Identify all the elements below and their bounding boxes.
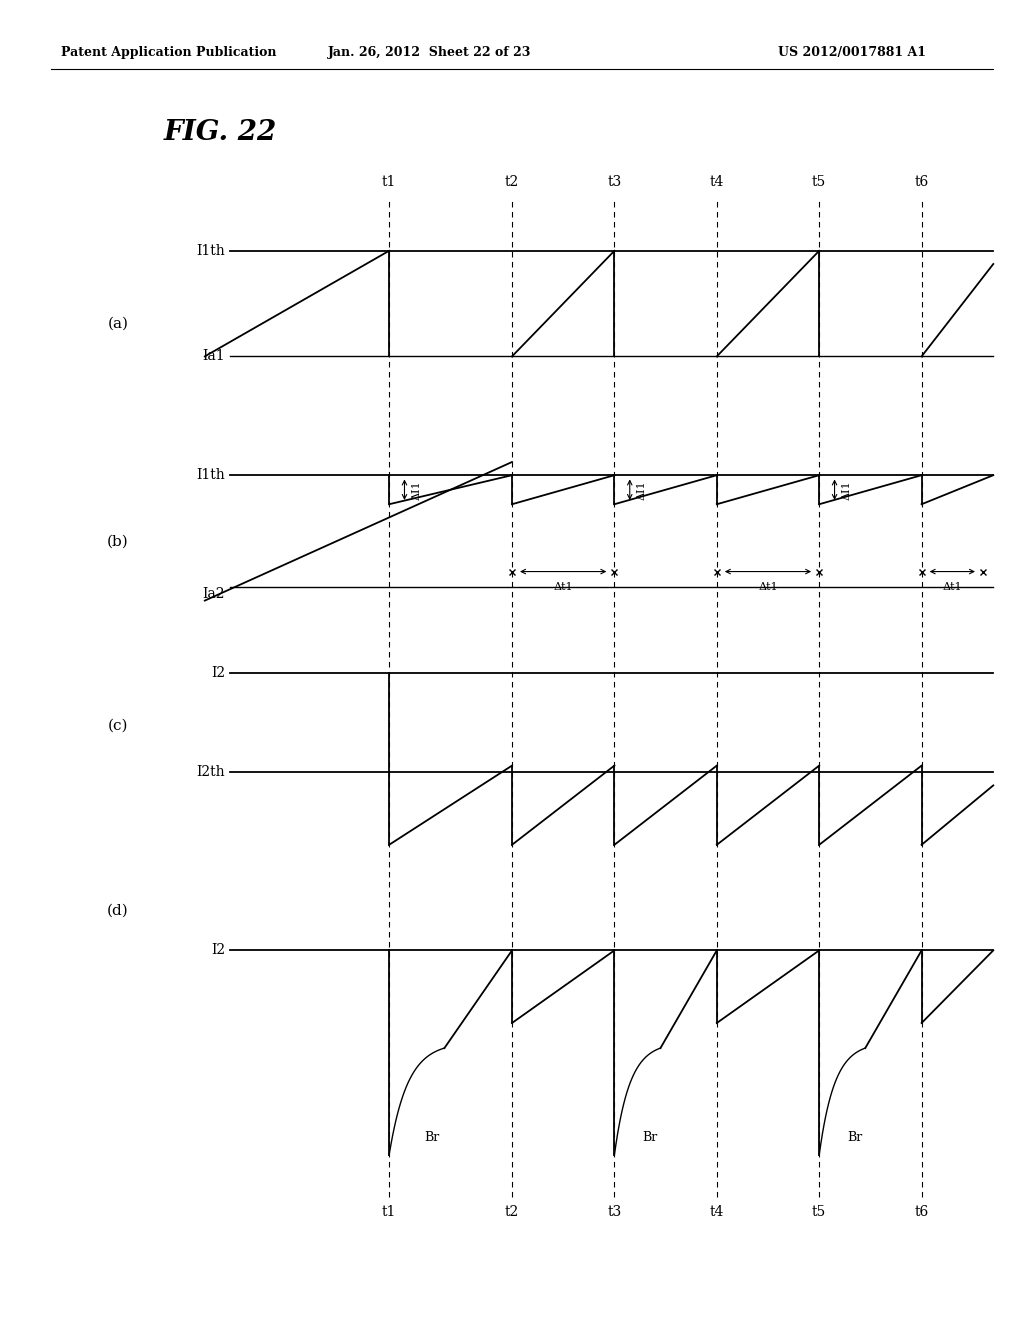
Text: Δt1: Δt1 (942, 582, 963, 593)
Text: t6: t6 (914, 1205, 929, 1218)
Text: I1th: I1th (197, 244, 225, 257)
Text: (b): (b) (106, 535, 129, 548)
Text: Br: Br (643, 1131, 657, 1144)
Text: t1: t1 (382, 1205, 396, 1218)
Text: US 2012/0017881 A1: US 2012/0017881 A1 (778, 46, 927, 59)
Text: I2th: I2th (197, 766, 225, 779)
Text: Ia2: Ia2 (203, 587, 225, 601)
Text: (c): (c) (108, 719, 128, 733)
Text: t4: t4 (710, 176, 724, 189)
Text: I2: I2 (211, 944, 225, 957)
Text: Δt1: Δt1 (553, 582, 573, 593)
Text: Br: Br (848, 1131, 862, 1144)
Text: ΔI1: ΔI1 (637, 480, 647, 499)
Text: t1: t1 (382, 176, 396, 189)
Text: Jan. 26, 2012  Sheet 22 of 23: Jan. 26, 2012 Sheet 22 of 23 (329, 46, 531, 59)
Text: t2: t2 (505, 176, 519, 189)
Text: Br: Br (425, 1131, 439, 1144)
Text: t4: t4 (710, 1205, 724, 1218)
Text: ΔI1: ΔI1 (412, 480, 422, 499)
Text: (a): (a) (108, 317, 128, 330)
Text: t3: t3 (607, 1205, 622, 1218)
Text: t2: t2 (505, 1205, 519, 1218)
Text: Patent Application Publication: Patent Application Publication (61, 46, 276, 59)
Text: I2: I2 (211, 667, 225, 680)
Text: Δt1: Δt1 (758, 582, 778, 593)
Text: t6: t6 (914, 176, 929, 189)
Text: t5: t5 (812, 176, 826, 189)
Text: (d): (d) (106, 904, 129, 917)
Text: t3: t3 (607, 176, 622, 189)
Text: I1th: I1th (197, 469, 225, 482)
Text: t5: t5 (812, 1205, 826, 1218)
Text: FIG. 22: FIG. 22 (164, 119, 278, 145)
Text: ΔI1: ΔI1 (842, 480, 852, 499)
Text: Ia1: Ia1 (203, 350, 225, 363)
